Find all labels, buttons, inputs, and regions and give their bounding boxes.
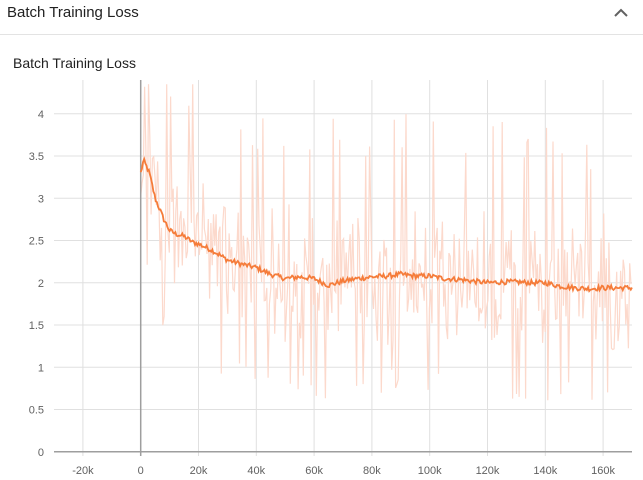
x-tick-label: 140k bbox=[533, 465, 557, 477]
axes bbox=[54, 80, 632, 456]
smoothed-series-line bbox=[139, 156, 633, 294]
tick-labels: 0 0.5 1 1.5 2 2.5 3 3.5 4 -20k 0 20k 40k 60k 80k 100k 12… bbox=[29, 109, 616, 477]
y-tick-label: 1.5 bbox=[29, 320, 44, 332]
y-tick-label: 4 bbox=[38, 109, 44, 121]
y-tick-label: 2.5 bbox=[29, 236, 44, 248]
card-title: Batch Training Loss bbox=[7, 4, 139, 21]
card-header: Batch Training Loss bbox=[0, 0, 643, 35]
smoothed-series bbox=[139, 156, 633, 294]
x-tick-label: 40k bbox=[247, 465, 265, 477]
raw-series-line bbox=[140, 84, 632, 401]
chevron-up-icon[interactable] bbox=[610, 4, 632, 24]
y-tick-label: 3.5 bbox=[29, 151, 44, 163]
raw-series bbox=[140, 84, 632, 401]
x-tick-label: 80k bbox=[363, 465, 381, 477]
chart-title: Batch Training Loss bbox=[13, 55, 136, 71]
y-tick-label: 3 bbox=[38, 193, 44, 205]
x-tick-label: 60k bbox=[305, 465, 323, 477]
x-tick-label: 160k bbox=[591, 465, 615, 477]
y-tick-label: 2 bbox=[38, 278, 44, 290]
x-tick-label: 120k bbox=[476, 465, 500, 477]
x-tick-label: -20k bbox=[72, 465, 94, 477]
x-tick-label: 20k bbox=[190, 465, 208, 477]
y-tick-label: 0.5 bbox=[29, 405, 44, 417]
x-tick-label: 0 bbox=[138, 465, 144, 477]
x-tick-label: 100k bbox=[418, 465, 442, 477]
y-tick-label: 0 bbox=[38, 447, 44, 459]
y-tick-label: 1 bbox=[38, 362, 44, 374]
grid bbox=[54, 80, 632, 456]
